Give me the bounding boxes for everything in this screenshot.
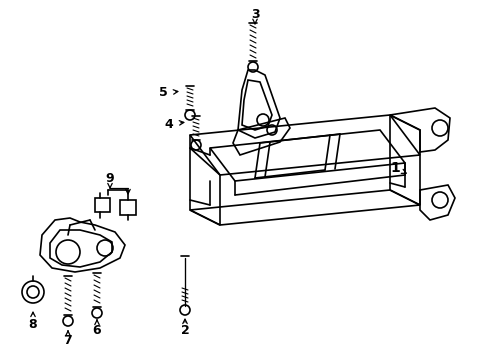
Text: 1: 1: [389, 161, 406, 175]
Text: 3: 3: [250, 8, 259, 21]
Text: 6: 6: [93, 324, 101, 337]
Text: 4: 4: [164, 118, 173, 131]
Text: 7: 7: [63, 333, 72, 346]
Text: 2: 2: [180, 324, 189, 337]
Text: 8: 8: [29, 319, 37, 332]
Text: 9: 9: [105, 171, 114, 184]
Text: 5: 5: [158, 86, 167, 99]
